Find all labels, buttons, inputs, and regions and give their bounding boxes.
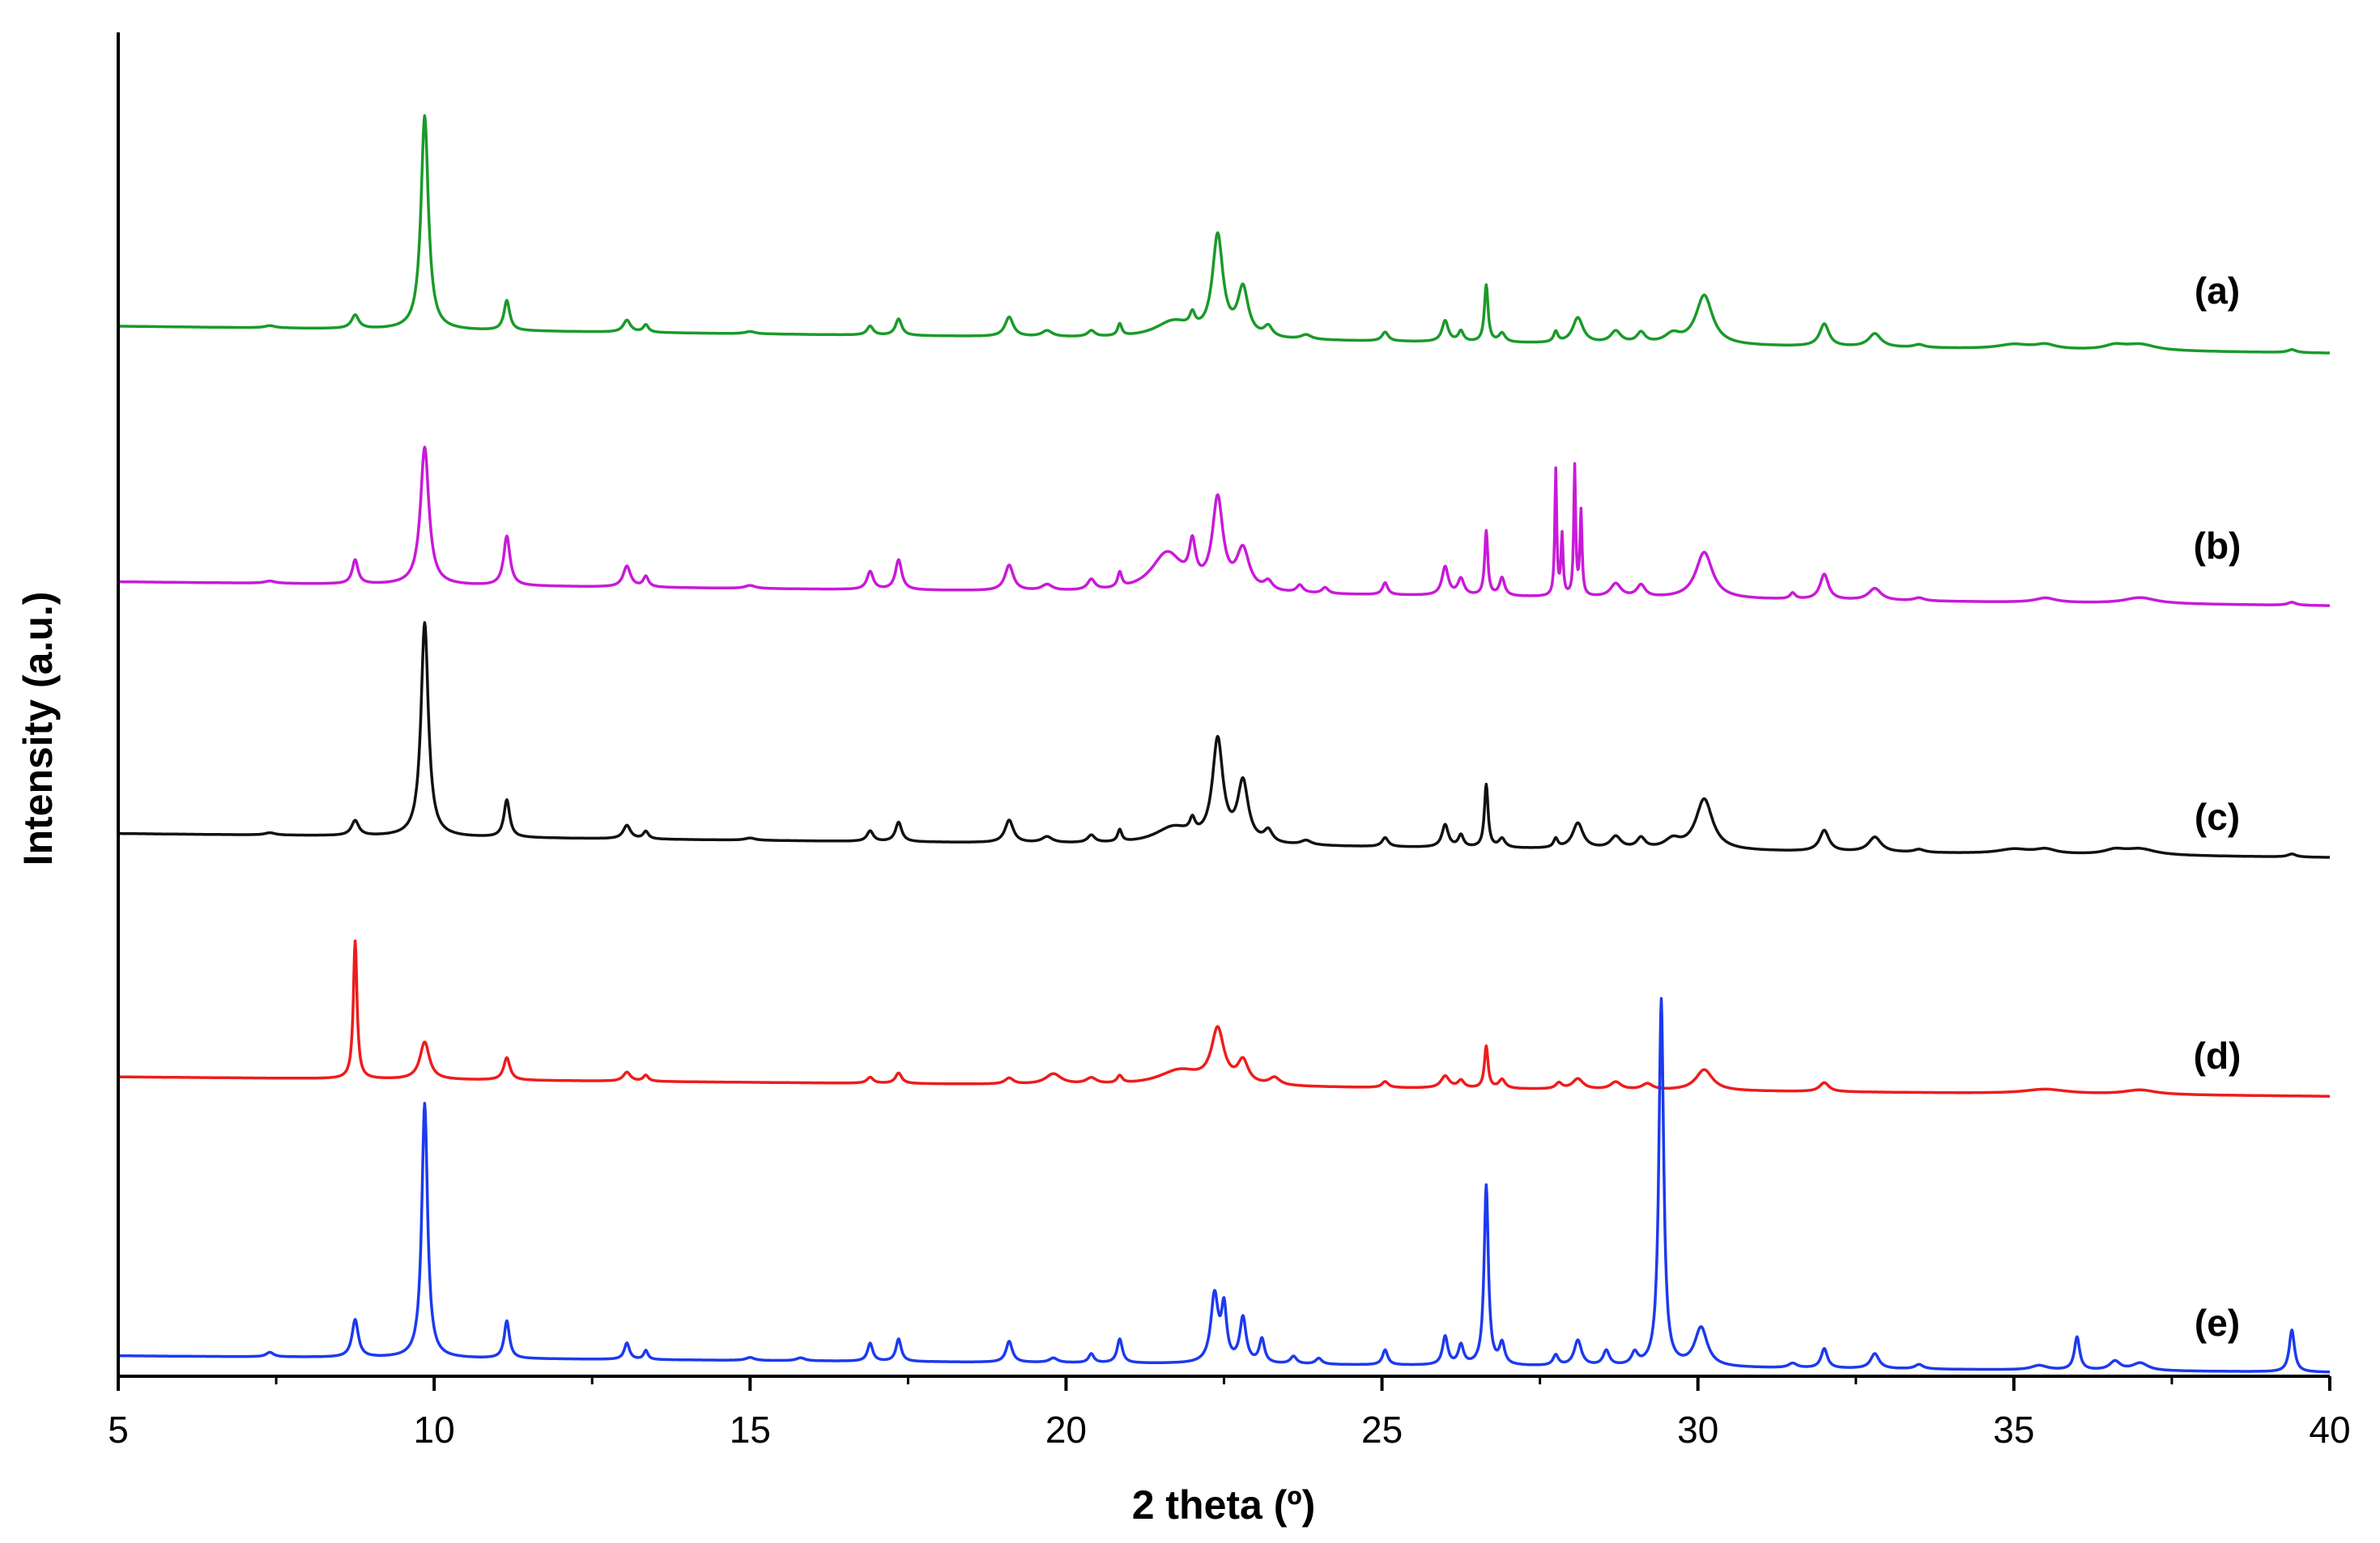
plot-series (117, 114, 2331, 1374)
series-label-b: (b) (2194, 525, 2242, 567)
series-line-d (117, 939, 2331, 1098)
x-axis-title: 2 theta (º) (1132, 1482, 1316, 1528)
trace-labels: (a) (b) (c) (d) (e) (2194, 270, 2242, 1344)
series-line-e (117, 997, 2331, 1374)
series-line-b (117, 445, 2331, 607)
x-tick-label: 25 (1361, 1409, 1403, 1451)
series-label-a: (a) (2195, 270, 2240, 312)
x-tick-label: 35 (1993, 1409, 2034, 1451)
x-tick-label: 15 (730, 1409, 771, 1451)
x-tick-label: 40 (2309, 1409, 2350, 1451)
x-tick-label: 20 (1045, 1409, 1087, 1451)
series-label-d: (d) (2194, 1035, 2242, 1077)
y-axis-title: Intensity (a.u.) (15, 592, 61, 866)
series-line-c (117, 621, 2331, 859)
series-line-a (117, 114, 2331, 355)
series-label-c: (c) (2195, 796, 2240, 838)
series-label-e: (e) (2195, 1302, 2240, 1344)
x-axis: 5 10 15 20 25 30 35 40 (108, 1375, 2351, 1451)
x-tick-label: 30 (1677, 1409, 1718, 1451)
x-tick-label: 5 (108, 1409, 129, 1451)
x-tick-label: 10 (414, 1409, 455, 1451)
